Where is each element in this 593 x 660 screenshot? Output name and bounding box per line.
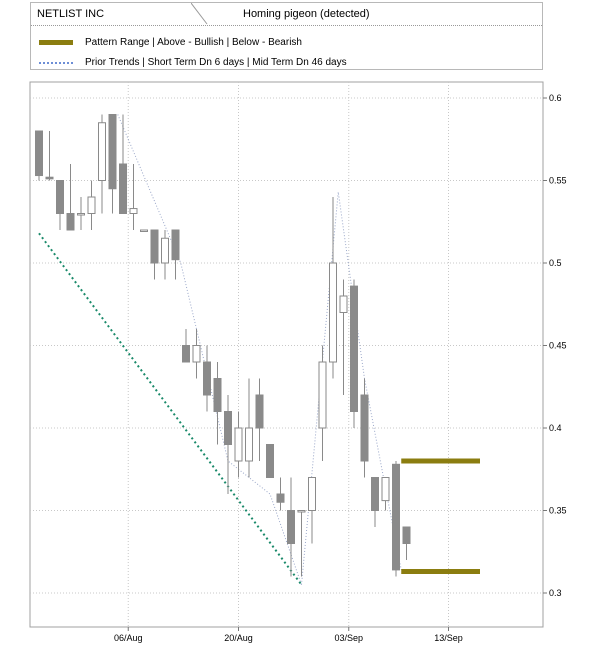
pattern-range [401, 458, 480, 575]
candle-body-down [213, 378, 222, 412]
candle-body-up [77, 213, 85, 216]
candle-body-up [161, 237, 169, 264]
candle-body-down [402, 526, 411, 544]
candle-body-down [66, 213, 75, 231]
pattern-range-swatch [39, 40, 73, 45]
plot-area [29, 81, 544, 628]
candle-body-down [371, 477, 379, 511]
candle-body-down [203, 361, 211, 396]
candle-body-up [318, 361, 327, 429]
candle-body-up [329, 262, 337, 363]
grid-lines [30, 82, 543, 627]
candle-body-up [129, 208, 138, 215]
short-term-trend-line [117, 114, 302, 585]
candles [35, 114, 411, 577]
candle-body-down [119, 163, 127, 214]
y-tick-label: 0.5 [549, 258, 562, 268]
candle-body-down [266, 444, 274, 478]
candle-body-down [255, 394, 264, 429]
y-tick-label: 0.35 [549, 506, 567, 516]
y-tick-label: 0.4 [549, 423, 562, 433]
tab-divider [191, 3, 208, 25]
candle-body-down [45, 176, 54, 180]
chart-legend: NETLIST INC Homing pigeon (detected) Pat… [30, 2, 543, 70]
candle-body-up [87, 196, 96, 214]
candle-body-down [276, 493, 285, 503]
candle-body-up [98, 122, 106, 181]
x-tick-label: 03/Sep [334, 633, 363, 643]
pattern-range-label: Pattern Range | Above - Bullish | Below … [85, 37, 302, 48]
candle-body-up [339, 295, 348, 313]
candle-body-up [192, 345, 201, 363]
candle-body-down [108, 114, 117, 190]
candle-body-down [35, 130, 43, 177]
candle-body-down [150, 229, 159, 264]
candle-body-down [392, 463, 400, 571]
x-tick-label: 20/Aug [224, 633, 253, 643]
candle-body-up [381, 477, 390, 502]
y-tick-label: 0.45 [549, 341, 567, 351]
pattern-label: Homing pigeon (detected) [243, 8, 370, 20]
prior-trends-swatch [39, 62, 73, 64]
y-tick-label: 0.3 [549, 588, 562, 598]
candle-body-down [56, 180, 64, 214]
legend-divider [31, 25, 542, 26]
candle-body-down [360, 394, 369, 462]
candle-body-down [224, 411, 232, 445]
candle-body-down [171, 229, 180, 261]
x-axis: 06/Aug 20/Aug 03/Sep 13/Sep [114, 627, 463, 643]
candle-body-up [140, 229, 148, 232]
symbol-label: NETLIST INC [37, 8, 105, 20]
candle-body-up [308, 477, 316, 511]
x-tick-label: 06/Aug [114, 633, 143, 643]
candle-body-down [182, 345, 190, 363]
y-axis: 0.6 0.55 0.5 0.45 0.4 0.35 0.3 [543, 93, 567, 598]
trend-lines [38, 114, 402, 586]
candle-body-up [297, 510, 306, 513]
candle-body-down [287, 510, 295, 544]
y-tick-label: 0.6 [549, 93, 562, 103]
mid-term-trend-line [38, 232, 303, 586]
candle-body-up [234, 427, 243, 462]
prior-trends-label: Prior Trends | Short Term Dn 6 days | Mi… [85, 57, 347, 68]
candle-body-down [350, 285, 358, 413]
y-tick-label: 0.55 [549, 176, 567, 186]
candle-body-up [245, 427, 253, 462]
x-tick-label: 13/Sep [434, 633, 463, 643]
